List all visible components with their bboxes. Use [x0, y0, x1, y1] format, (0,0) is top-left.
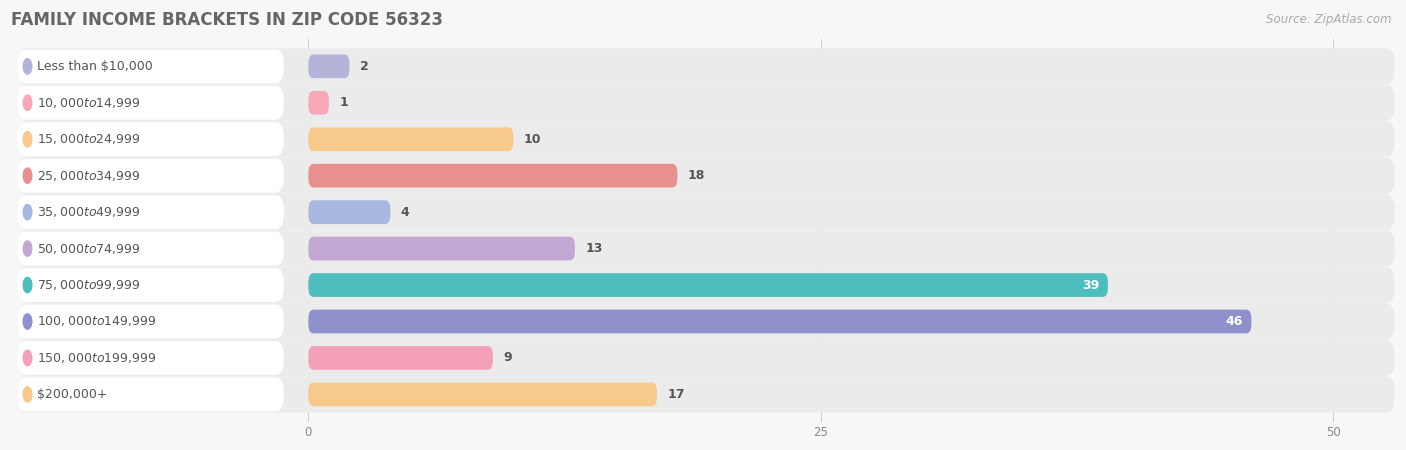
Circle shape — [24, 131, 32, 147]
Text: 18: 18 — [688, 169, 704, 182]
FancyBboxPatch shape — [308, 237, 575, 261]
FancyBboxPatch shape — [17, 86, 284, 120]
Circle shape — [24, 241, 32, 256]
FancyBboxPatch shape — [308, 164, 678, 188]
Text: Source: ZipAtlas.com: Source: ZipAtlas.com — [1267, 14, 1392, 27]
FancyBboxPatch shape — [17, 376, 1395, 413]
Text: 4: 4 — [401, 206, 409, 219]
FancyBboxPatch shape — [17, 232, 284, 266]
Text: $75,000 to $99,999: $75,000 to $99,999 — [37, 278, 141, 292]
FancyBboxPatch shape — [17, 194, 1395, 230]
FancyBboxPatch shape — [17, 340, 1395, 376]
Circle shape — [24, 350, 32, 365]
FancyBboxPatch shape — [17, 303, 1395, 340]
Text: 46: 46 — [1226, 315, 1243, 328]
FancyBboxPatch shape — [17, 159, 284, 193]
FancyBboxPatch shape — [308, 91, 329, 115]
FancyBboxPatch shape — [17, 230, 1395, 267]
Text: 1: 1 — [339, 96, 347, 109]
FancyBboxPatch shape — [17, 50, 284, 83]
Circle shape — [24, 387, 32, 402]
FancyBboxPatch shape — [17, 85, 1395, 121]
Text: FAMILY INCOME BRACKETS IN ZIP CODE 56323: FAMILY INCOME BRACKETS IN ZIP CODE 56323 — [11, 11, 443, 29]
Text: $15,000 to $24,999: $15,000 to $24,999 — [37, 132, 141, 146]
FancyBboxPatch shape — [17, 305, 284, 338]
FancyBboxPatch shape — [17, 268, 284, 302]
Circle shape — [24, 277, 32, 292]
FancyBboxPatch shape — [308, 54, 349, 78]
Text: $10,000 to $14,999: $10,000 to $14,999 — [37, 96, 141, 110]
Text: 9: 9 — [503, 351, 512, 364]
Text: 2: 2 — [360, 60, 368, 73]
Text: Less than $10,000: Less than $10,000 — [37, 60, 152, 73]
FancyBboxPatch shape — [308, 310, 1251, 333]
Text: 39: 39 — [1083, 279, 1099, 292]
FancyBboxPatch shape — [308, 200, 391, 224]
FancyBboxPatch shape — [17, 121, 1395, 158]
FancyBboxPatch shape — [17, 267, 1395, 303]
Circle shape — [24, 314, 32, 329]
FancyBboxPatch shape — [17, 48, 1395, 85]
Circle shape — [24, 95, 32, 110]
Text: $150,000 to $199,999: $150,000 to $199,999 — [37, 351, 156, 365]
Text: $50,000 to $74,999: $50,000 to $74,999 — [37, 242, 141, 256]
FancyBboxPatch shape — [17, 122, 284, 156]
FancyBboxPatch shape — [308, 346, 494, 370]
Circle shape — [24, 204, 32, 220]
Text: 17: 17 — [666, 388, 685, 401]
Circle shape — [24, 168, 32, 183]
Text: $100,000 to $149,999: $100,000 to $149,999 — [37, 315, 156, 328]
FancyBboxPatch shape — [17, 378, 284, 411]
FancyBboxPatch shape — [308, 127, 513, 151]
Text: $35,000 to $49,999: $35,000 to $49,999 — [37, 205, 141, 219]
FancyBboxPatch shape — [17, 195, 284, 229]
Circle shape — [24, 58, 32, 74]
FancyBboxPatch shape — [308, 382, 657, 406]
FancyBboxPatch shape — [308, 273, 1108, 297]
Text: $25,000 to $34,999: $25,000 to $34,999 — [37, 169, 141, 183]
FancyBboxPatch shape — [17, 158, 1395, 194]
FancyBboxPatch shape — [17, 341, 284, 375]
Text: $200,000+: $200,000+ — [37, 388, 107, 401]
Text: 10: 10 — [523, 133, 541, 146]
Text: 13: 13 — [585, 242, 603, 255]
